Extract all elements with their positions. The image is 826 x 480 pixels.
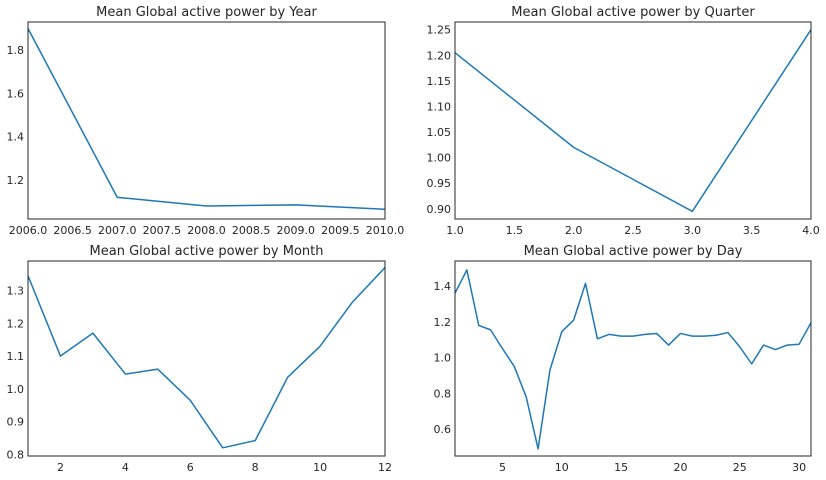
- year-y-tick-label: 1.2: [7, 174, 25, 187]
- year-x-tick-label: 2010.0: [366, 224, 405, 237]
- quarter-y-tick-label: 1.10: [427, 100, 452, 113]
- day-y-tick-label: 1.0: [434, 352, 452, 365]
- day-x-tick-label: 5: [499, 461, 506, 474]
- day-chart-title: Mean Global active power by Day: [524, 244, 743, 259]
- day-plot-frame: [454, 260, 812, 457]
- day-x-tick-label: 30: [792, 461, 806, 474]
- year-x-tick-label: 2006.5: [53, 224, 92, 237]
- day-y-tick-label: 1.4: [434, 280, 452, 293]
- quarter-series-line: [454, 29, 812, 213]
- year-y-tick-label: 1.4: [7, 131, 25, 144]
- year-x-tick-label: 2008.5: [232, 224, 271, 237]
- year-y-tick-label: 1.6: [7, 87, 25, 100]
- day-x-tick-label: 15: [614, 461, 628, 474]
- quarter-y-tick-label: 1.15: [427, 75, 452, 88]
- quarter-x-tick-label: 1.0: [446, 224, 464, 237]
- quarter-y-tick-label: 1.25: [427, 24, 452, 37]
- year-x-tick-label: 2007.0: [98, 224, 137, 237]
- quarter-y-tick-label: 1.20: [427, 49, 452, 62]
- month-y-tick-label: 0.9: [7, 416, 25, 429]
- chart-month: Mean Global active power by Month 2 4 6 8 10 1…: [7, 244, 393, 474]
- month-y-tick-label: 1.3: [7, 284, 25, 297]
- month-x-tick-label: 6: [187, 461, 194, 474]
- quarter-plot-frame: [454, 21, 812, 220]
- quarter-x-tick-label: 3.0: [684, 224, 702, 237]
- year-x-tick-label: 2009.0: [277, 224, 316, 237]
- day-x-tick-label: 20: [673, 461, 687, 474]
- month-y-tick-label: 1.2: [7, 317, 25, 330]
- year-series-line: [27, 28, 386, 211]
- quarter-x-tick-label: 3.5: [743, 224, 761, 237]
- year-x-tick-label: 2009.5: [321, 224, 360, 237]
- day-x-tick-label: 10: [555, 461, 569, 474]
- month-chart-title: Mean Global active power by Month: [90, 244, 324, 259]
- month-plot-frame: [27, 260, 386, 457]
- quarter-x-tick-label: 4.0: [802, 224, 820, 237]
- quarter-y-tick-label: 1.05: [427, 126, 452, 139]
- year-chart-title: Mean Global active power by Year: [96, 5, 317, 20]
- month-x-tick-label: 10: [313, 461, 327, 474]
- month-x-tick-label: 4: [122, 461, 129, 474]
- year-plot-frame: [27, 21, 386, 220]
- year-y-tick-label: 1.8: [7, 44, 25, 57]
- year-x-tick-label: 2008.0: [187, 224, 226, 237]
- quarter-y-tick-label: 0.90: [427, 203, 452, 216]
- month-x-tick-label: 8: [252, 461, 259, 474]
- year-x-tick-label: 2006.0: [9, 224, 48, 237]
- day-x-tick-label: 25: [733, 461, 747, 474]
- quarter-y-tick-label: 1.00: [427, 152, 452, 165]
- month-x-tick-label: 2: [57, 461, 64, 474]
- day-series-line: [454, 269, 812, 450]
- quarter-x-tick-label: 2.0: [565, 224, 583, 237]
- year-x-tick-label: 2007.5: [143, 224, 182, 237]
- month-x-tick-label: 12: [378, 461, 392, 474]
- chart-quarter: Mean Global active power by Quarter 1.0 1.…: [427, 5, 820, 237]
- quarter-x-tick-label: 1.5: [506, 224, 524, 237]
- month-series-line: [27, 267, 386, 449]
- day-y-tick-label: 0.8: [434, 387, 452, 400]
- month-y-tick-label: 1.0: [7, 383, 25, 396]
- quarter-chart-title: Mean Global active power by Quarter: [511, 5, 755, 20]
- day-y-tick-label: 1.2: [434, 316, 452, 329]
- chart-day: Mean Global active power by Day 5 10 15 20 25…: [434, 244, 812, 474]
- day-y-tick-label: 0.6: [434, 423, 452, 436]
- month-y-tick-label: 0.8: [7, 448, 25, 461]
- month-y-tick-label: 1.1: [7, 350, 25, 363]
- chart-year: Mean Global active power by Year 2006.0 20…: [7, 5, 405, 237]
- quarter-x-tick-label: 2.5: [624, 224, 642, 237]
- quarter-y-tick-label: 0.95: [427, 177, 452, 190]
